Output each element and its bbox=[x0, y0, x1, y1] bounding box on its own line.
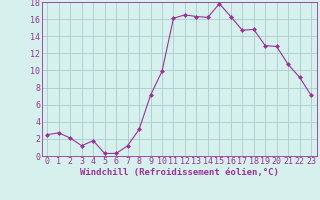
X-axis label: Windchill (Refroidissement éolien,°C): Windchill (Refroidissement éolien,°C) bbox=[80, 168, 279, 177]
